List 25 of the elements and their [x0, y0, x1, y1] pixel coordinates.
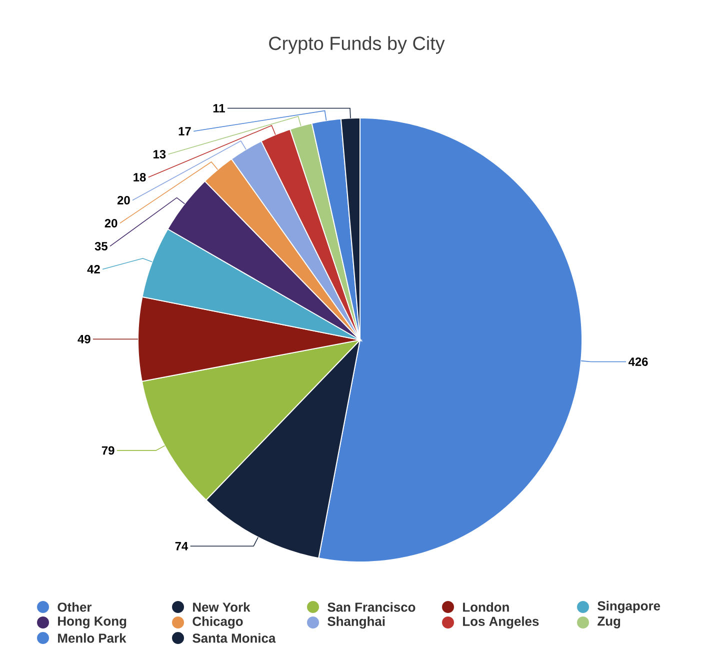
- data-label: 13: [154, 150, 166, 158]
- legend-label: Chicago: [192, 616, 243, 629]
- data-label: 42: [87, 265, 100, 274]
- legend-label: Singapore: [598, 600, 660, 614]
- data-label: 18: [134, 172, 146, 182]
- legend-label: Shanghai: [328, 616, 385, 629]
- data-label: 35: [94, 242, 108, 250]
- legend-label: Menlo Park: [58, 633, 126, 643]
- legend-label: Los Angeles: [463, 616, 539, 629]
- legend-label: San Francisco: [328, 602, 416, 612]
- data-label: 74: [175, 542, 188, 550]
- chart-title: Crypto Funds by City: [269, 36, 445, 54]
- data-label: 426: [628, 357, 648, 366]
- data-label: 11: [213, 104, 225, 112]
- data-label: 20: [104, 218, 118, 228]
- legend-label: London: [463, 602, 509, 612]
- legend-label: Hong Kong: [58, 616, 126, 628]
- legend-label: New York: [193, 602, 250, 612]
- data-label: 17: [178, 127, 191, 136]
- legend-label: Santa Monica: [192, 633, 276, 643]
- legend-label: Zug: [598, 616, 620, 628]
- data-label: 20: [117, 196, 130, 204]
- legend-label: Other: [58, 602, 92, 612]
- data-label: 49: [78, 334, 90, 344]
- data-label: 79: [102, 446, 114, 455]
